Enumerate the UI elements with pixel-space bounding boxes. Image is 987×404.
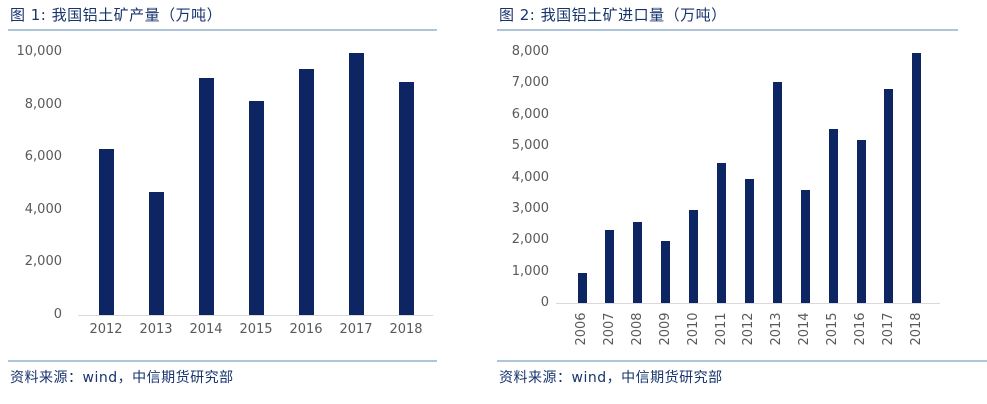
chart-panel-bauxite-imports: 图 2: 我国铝土矿进口量（万吨） 0 1,000 2,000 3,000 4,000 5… bbox=[497, 0, 987, 404]
x-axis-tick-label: 2013 bbox=[139, 322, 173, 337]
bar-chart-bauxite-imports: 0 1,000 2,000 3,000 4,000 5,000 6,000 7,000 8,00… bbox=[497, 0, 987, 404]
source-note: 资料来源：wind，中信期货研究部 bbox=[499, 370, 723, 386]
x-axis-line bbox=[78, 315, 433, 316]
x-axis-tick-label: 2006 bbox=[574, 312, 589, 346]
bar-2017 bbox=[348, 53, 364, 315]
bar-2016 bbox=[856, 140, 866, 303]
x-axis-tick-label: 2012 bbox=[89, 322, 123, 337]
y-axis-tick-label: 6,000 bbox=[24, 149, 62, 165]
y-axis-tick-label: 1,000 bbox=[511, 263, 549, 279]
x-axis-tick-label: 2009 bbox=[657, 312, 673, 346]
x-axis-line bbox=[556, 303, 940, 304]
y-axis-tick-label: 2,000 bbox=[511, 232, 549, 248]
x-axis-tick-label: 2016 bbox=[289, 322, 323, 337]
source-divider bbox=[497, 360, 987, 362]
bar-2016 bbox=[298, 69, 314, 315]
bar-2007 bbox=[605, 229, 615, 303]
y-axis-tick-label: 3,000 bbox=[511, 200, 549, 216]
y-axis-tick-label: 7,000 bbox=[511, 75, 549, 91]
bar-2011 bbox=[717, 163, 726, 303]
x-axis-tick-label: 2015 bbox=[825, 312, 841, 346]
chart-title-imports: 图 2: 我国铝土矿进口量（万吨） bbox=[499, 6, 727, 24]
y-axis-tick-label: 4,000 bbox=[24, 201, 62, 217]
bar-2012 bbox=[744, 179, 754, 303]
bar-2012 bbox=[98, 149, 114, 315]
y-axis-tick-label: 5,000 bbox=[511, 138, 549, 154]
bar-chart-bauxite-production: 0 2,000 4,000 6,000 8,000 10,000 2012 2013 2014 2… bbox=[8, 0, 454, 404]
y-axis-tick-label: 0 bbox=[540, 295, 549, 310]
y-axis-tick-label: 8,000 bbox=[511, 44, 549, 59]
x-axis-tick-label: 2017 bbox=[880, 312, 896, 346]
bar-2006 bbox=[577, 273, 587, 303]
x-axis-tick-label: 2007 bbox=[601, 312, 617, 346]
x-axis-tick-label: 2016 bbox=[853, 312, 868, 346]
y-axis-tick-label: 10,000 bbox=[16, 44, 63, 59]
bar-2018 bbox=[912, 52, 922, 303]
x-axis-tick-label: 2011 bbox=[713, 312, 729, 346]
bar-2013 bbox=[772, 81, 782, 303]
title-divider bbox=[497, 29, 958, 31]
bar-2015 bbox=[828, 128, 838, 303]
y-axis-tick-label: 8,000 bbox=[24, 96, 62, 112]
y-axis-tick-label: 4,000 bbox=[511, 169, 549, 185]
y-axis-tick-label: 2,000 bbox=[24, 254, 62, 270]
title-divider bbox=[8, 29, 437, 31]
x-axis-tick-label: 2014 bbox=[797, 312, 813, 346]
x-axis-tick-label: 2017 bbox=[339, 322, 373, 337]
bar-2015 bbox=[248, 100, 264, 315]
x-axis-tick-label: 2010 bbox=[685, 312, 701, 346]
bar-2014 bbox=[800, 190, 810, 303]
x-axis-tick-label: 2012 bbox=[741, 312, 757, 346]
x-axis-tick-label: 2018 bbox=[908, 312, 924, 346]
x-axis-tick-label: 2013 bbox=[769, 312, 785, 346]
source-divider bbox=[8, 360, 437, 362]
bar-2010 bbox=[689, 210, 699, 303]
chart-title-production: 图 1: 我国铝土矿产量（万吨） bbox=[10, 6, 223, 24]
bar-2008 bbox=[633, 222, 643, 303]
bar-2009 bbox=[661, 240, 671, 303]
bar-2017 bbox=[884, 89, 894, 303]
bar-2014 bbox=[198, 78, 214, 315]
y-axis-tick-label: 0 bbox=[53, 307, 62, 322]
bar-2013 bbox=[148, 191, 164, 315]
source-note: 资料来源：wind，中信期货研究部 bbox=[10, 370, 234, 386]
x-axis-tick-label: 2018 bbox=[389, 322, 423, 337]
x-axis-tick-label: 2014 bbox=[189, 322, 223, 337]
y-axis-tick-label: 6,000 bbox=[511, 106, 549, 122]
x-axis-tick-label: 2008 bbox=[629, 312, 645, 346]
x-axis-tick-label: 2015 bbox=[239, 322, 273, 337]
chart-panel-bauxite-production: 图 1: 我国铝土矿产量（万吨） 0 2,000 4,000 6,000 8,000 10… bbox=[8, 0, 454, 404]
bar-2018 bbox=[398, 81, 414, 315]
